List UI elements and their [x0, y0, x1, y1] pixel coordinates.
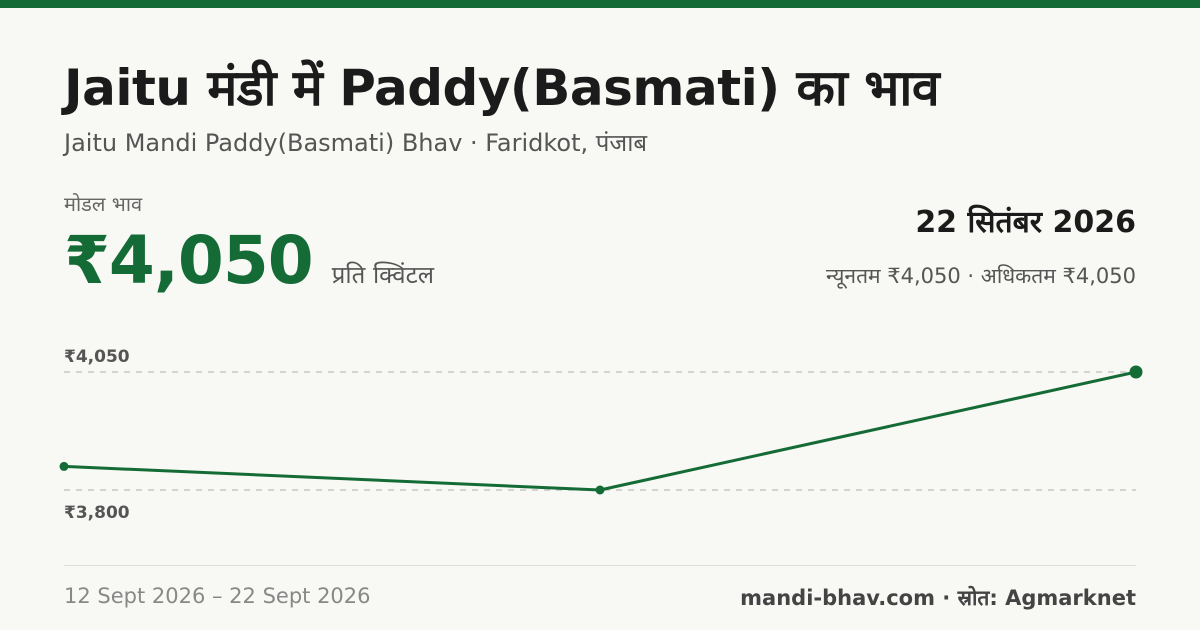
price-date: 22 सितंबर 2026: [915, 205, 1136, 240]
series-line: [63, 370, 1137, 492]
price-unit: प्रति क्विंटल: [331, 261, 434, 289]
price-trend-chart: ₹4,050 ₹3,800: [59, 347, 1143, 523]
y-tick-label: ₹4,050: [64, 347, 130, 367]
price-row: ₹4,050 प्रति क्विंटल: [64, 222, 434, 299]
page-title: Jaitu मंडी में Paddy(Basmati) का भाव: [64, 59, 940, 117]
y-tick-label: ₹3,800: [64, 503, 130, 523]
footer-divider: [64, 565, 1136, 566]
model-price-value: ₹4,050: [64, 222, 314, 299]
model-price-label: मोडल भाव: [64, 192, 143, 216]
chart-points: [59, 365, 1143, 495]
chart-grid: [64, 371, 1136, 491]
date-range: 12 Sept 2026 – 22 Sept 2026: [64, 584, 371, 608]
page-subtitle: Jaitu Mandi Paddy(Basmati) Bhav · Faridk…: [64, 129, 648, 157]
source-credit: mandi-bhav.com · स्रोत: Agmarknet: [740, 586, 1136, 610]
chart-series: [63, 370, 1137, 492]
data-point: [595, 485, 605, 495]
min-max-price: न्यूनतम ₹4,050 · अधिकतम ₹4,050: [826, 264, 1136, 288]
data-point: [59, 461, 69, 471]
chart-tick-labels: ₹4,050 ₹3,800: [64, 347, 130, 523]
top-accent-bar: [0, 0, 1200, 8]
latest-data-point: [1129, 365, 1143, 379]
